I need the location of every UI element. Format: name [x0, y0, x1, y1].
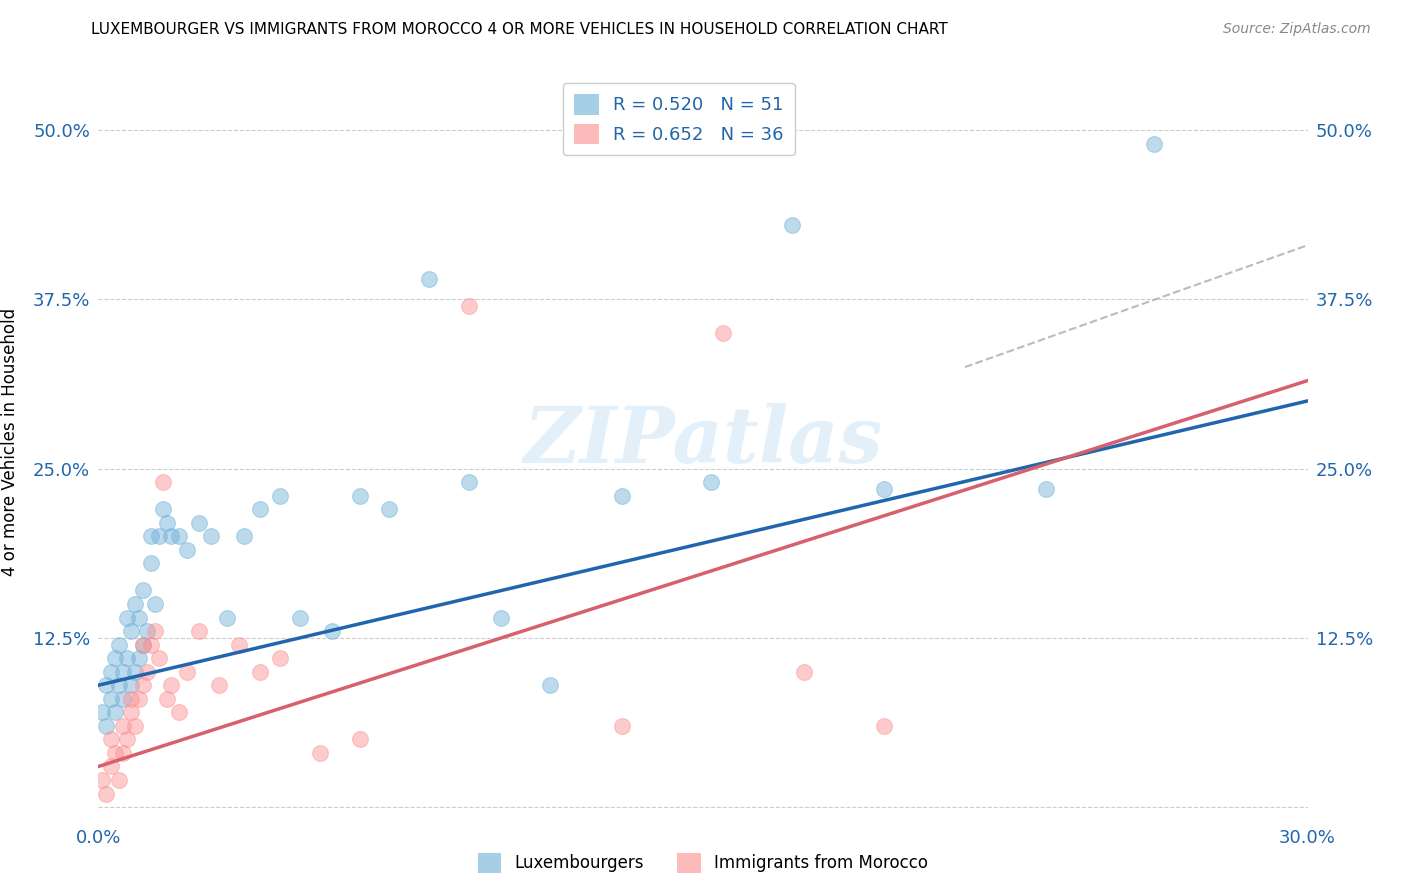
Point	[100, 759, 122, 773]
Point	[612, 489, 634, 503]
Point	[135, 624, 157, 639]
Point	[217, 610, 239, 624]
Point	[700, 475, 723, 490]
Point	[139, 638, 162, 652]
Point	[188, 516, 211, 530]
Point	[124, 665, 146, 679]
Point	[143, 597, 166, 611]
Y-axis label: 4 or more Vehicles in Household: 4 or more Vehicles in Household	[1, 308, 18, 575]
Point	[200, 529, 222, 543]
Point	[160, 678, 183, 692]
Point	[160, 529, 183, 543]
Point	[232, 529, 254, 543]
Point	[111, 665, 134, 679]
Point	[269, 489, 291, 503]
Point	[377, 502, 399, 516]
Point	[152, 502, 174, 516]
Point	[711, 326, 734, 341]
Point	[91, 772, 114, 787]
Point	[124, 719, 146, 733]
Point	[132, 678, 155, 692]
Point	[128, 651, 150, 665]
Point	[111, 719, 134, 733]
Point	[120, 691, 142, 706]
Legend: Luxembourgers, Immigrants from Morocco: Luxembourgers, Immigrants from Morocco	[471, 847, 935, 880]
Point	[156, 691, 179, 706]
Point	[538, 678, 561, 692]
Point	[132, 638, 155, 652]
Point	[100, 691, 122, 706]
Point	[96, 678, 118, 692]
Point	[152, 475, 174, 490]
Point	[96, 719, 118, 733]
Point	[873, 719, 896, 733]
Text: ZIPatlas: ZIPatlas	[523, 403, 883, 480]
Point	[321, 624, 343, 639]
Point	[91, 706, 114, 720]
Point	[176, 542, 198, 557]
Point	[100, 732, 122, 747]
Point	[228, 638, 250, 652]
Legend: R = 0.520   N = 51, R = 0.652   N = 36: R = 0.520 N = 51, R = 0.652 N = 36	[562, 83, 794, 155]
Point	[458, 475, 481, 490]
Point	[135, 665, 157, 679]
Point	[132, 638, 155, 652]
Point	[103, 651, 125, 665]
Point	[249, 502, 271, 516]
Point	[111, 691, 134, 706]
Point	[120, 678, 142, 692]
Point	[612, 719, 634, 733]
Point	[115, 732, 138, 747]
Point	[208, 678, 231, 692]
Point	[309, 746, 332, 760]
Point	[780, 218, 803, 232]
Point	[115, 610, 138, 624]
Point	[100, 665, 122, 679]
Point	[288, 610, 311, 624]
Point	[418, 272, 440, 286]
Text: LUXEMBOURGER VS IMMIGRANTS FROM MOROCCO 4 OR MORE VEHICLES IN HOUSEHOLD CORRELAT: LUXEMBOURGER VS IMMIGRANTS FROM MOROCCO …	[91, 22, 948, 37]
Point	[167, 529, 190, 543]
Point	[249, 665, 271, 679]
Point	[1035, 482, 1057, 496]
Point	[349, 489, 371, 503]
Point	[124, 597, 146, 611]
Point	[148, 651, 170, 665]
Point	[107, 678, 129, 692]
Point	[103, 706, 125, 720]
Point	[349, 732, 371, 747]
Point	[491, 610, 513, 624]
Point	[111, 746, 134, 760]
Point	[120, 706, 142, 720]
Point	[1143, 136, 1166, 151]
Point	[143, 624, 166, 639]
Point	[176, 665, 198, 679]
Point	[269, 651, 291, 665]
Text: Source: ZipAtlas.com: Source: ZipAtlas.com	[1223, 22, 1371, 37]
Point	[139, 557, 162, 571]
Point	[128, 691, 150, 706]
Point	[132, 583, 155, 598]
Point	[103, 746, 125, 760]
Point	[120, 624, 142, 639]
Point	[128, 610, 150, 624]
Point	[115, 651, 138, 665]
Point	[458, 299, 481, 313]
Point	[873, 482, 896, 496]
Point	[139, 529, 162, 543]
Point	[107, 638, 129, 652]
Point	[107, 772, 129, 787]
Point	[793, 665, 815, 679]
Point	[96, 787, 118, 801]
Point	[148, 529, 170, 543]
Point	[167, 706, 190, 720]
Point	[156, 516, 179, 530]
Point	[188, 624, 211, 639]
